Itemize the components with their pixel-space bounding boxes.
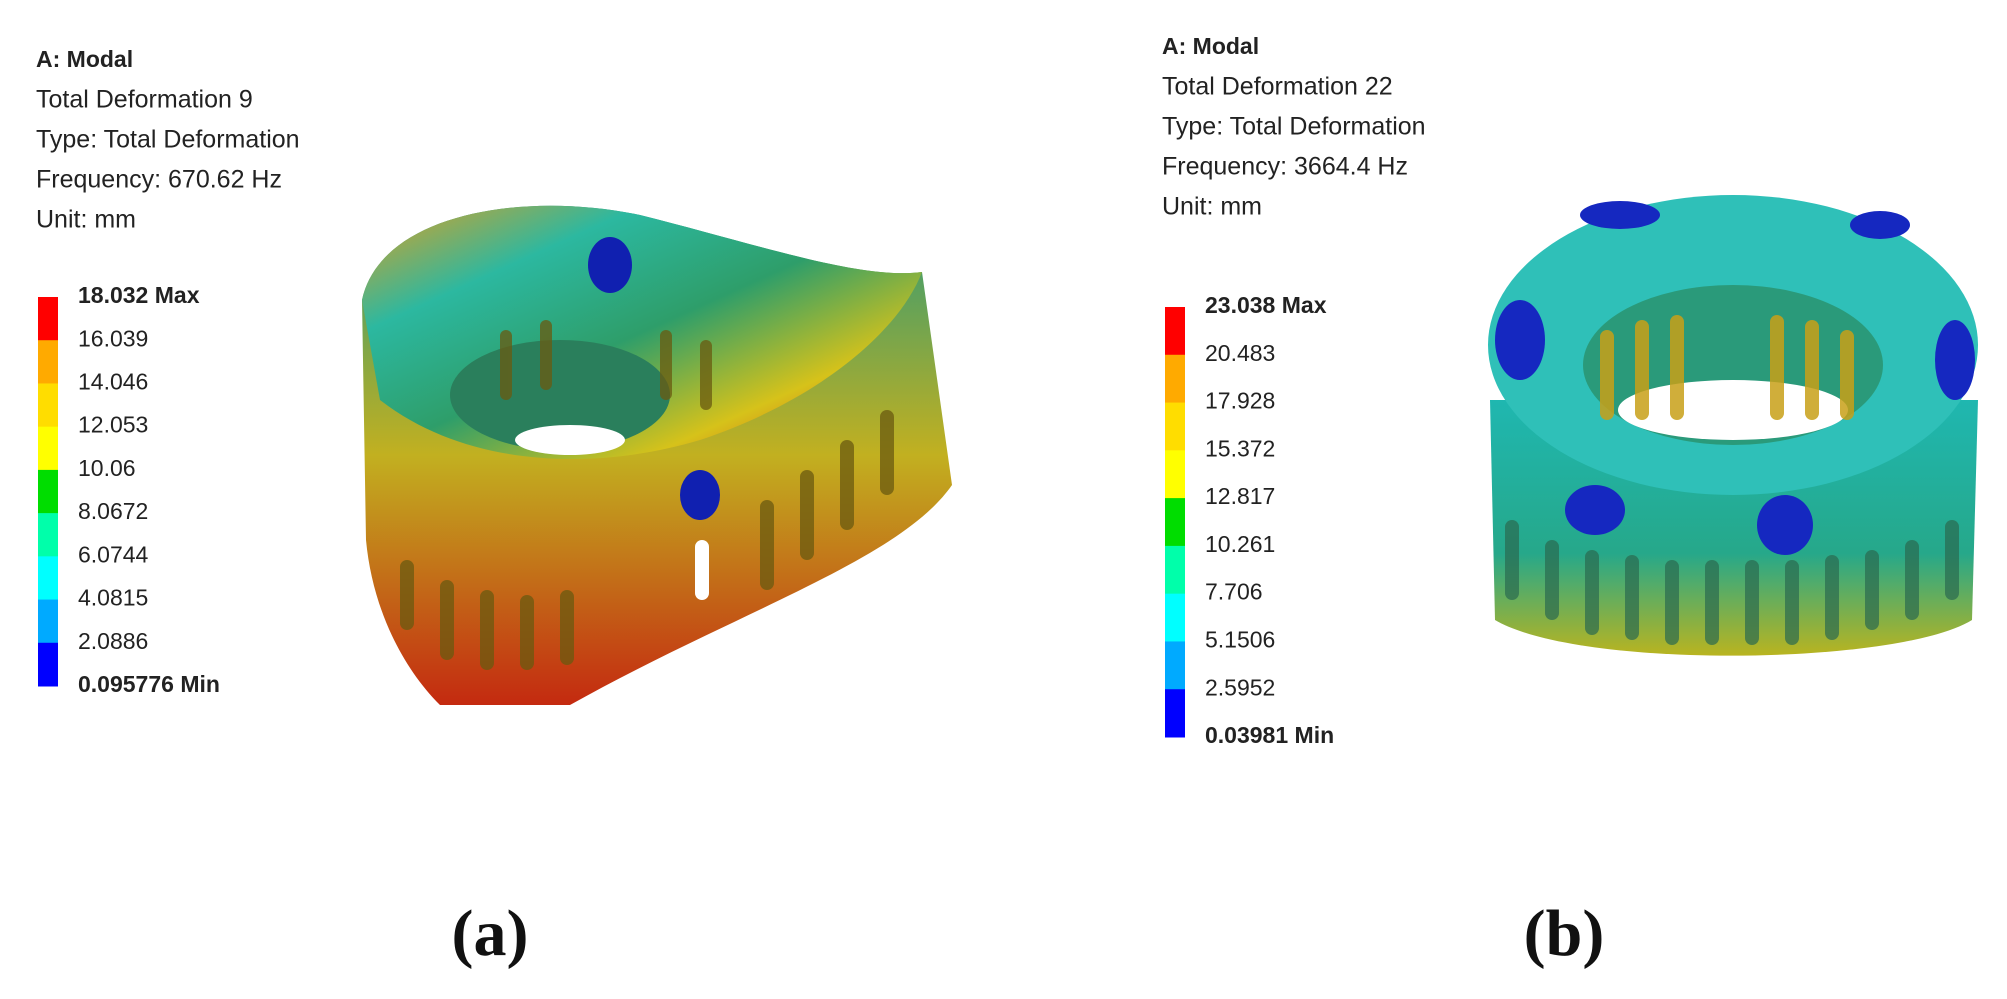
- model-b: [1488, 195, 1978, 656]
- header-line: A: Modal: [36, 46, 133, 72]
- header-line: Frequency: 3664.4 Hz: [1162, 153, 1408, 181]
- legend-label: 18.032 Max: [78, 282, 200, 308]
- legend-swatch: [1165, 354, 1185, 404]
- legend-swatch: [38, 599, 58, 644]
- legend-label: 10.06: [78, 455, 136, 481]
- model-a: [362, 205, 952, 705]
- legend-label: 12.053: [78, 412, 148, 438]
- legend-label: 2.0886: [78, 628, 148, 654]
- legend-swatch: [38, 513, 58, 557]
- legend-swatch: [1165, 450, 1185, 499]
- legend-label: 6.0744: [78, 541, 149, 567]
- legend-swatch: [1165, 641, 1185, 690]
- legend-swatch: [1165, 402, 1185, 451]
- legend-label: 15.372: [1205, 435, 1275, 461]
- legend-label: 8.0672: [78, 498, 148, 524]
- legend-swatch: [1165, 593, 1185, 642]
- legend-swatch: [38, 297, 58, 341]
- legend-swatch: [1165, 545, 1185, 595]
- header-line: Type: Total Deformation: [1162, 113, 1426, 141]
- legend-label: 10.261: [1205, 531, 1275, 557]
- legend-label: 5.1506: [1205, 627, 1275, 653]
- legend-label: 4.0815: [78, 585, 148, 611]
- legend-swatch: [38, 556, 58, 601]
- legend-swatch: [38, 340, 58, 384]
- legend-label: 0.03981 Min: [1205, 722, 1334, 748]
- legend-swatch: [38, 642, 58, 687]
- legend-label: 14.046: [78, 369, 148, 395]
- legend-label: 2.5952: [1205, 674, 1275, 700]
- legend-label: 7.706: [1205, 579, 1263, 605]
- legend-swatch: [1165, 498, 1185, 547]
- header-line: Type: Total Deformation: [36, 126, 300, 154]
- header-line: Frequency: 670.62 Hz: [36, 166, 282, 194]
- legend-label: 12.817: [1205, 483, 1275, 509]
- legend-label: 23.038 Max: [1205, 292, 1327, 318]
- caption: (a): [452, 897, 529, 970]
- legend-swatch: [1165, 689, 1185, 738]
- legend-label: 17.928: [1205, 388, 1275, 414]
- legend-swatch: [38, 383, 58, 428]
- caption: (b): [1524, 897, 1605, 970]
- legend-swatch: [1165, 307, 1185, 356]
- header-line: Unit: mm: [1162, 193, 1262, 221]
- header-line: A: Modal: [1162, 33, 1259, 59]
- legend-swatch: [38, 469, 58, 514]
- header-line: Unit: mm: [36, 206, 136, 234]
- legend-swatch: [38, 426, 58, 471]
- legend-label: 20.483: [1205, 340, 1275, 366]
- legend-label: 0.095776 Min: [78, 671, 220, 697]
- header-line: Total Deformation 9: [36, 86, 253, 114]
- legend-label: 16.039: [78, 325, 148, 351]
- header-line: Total Deformation 22: [1162, 73, 1393, 101]
